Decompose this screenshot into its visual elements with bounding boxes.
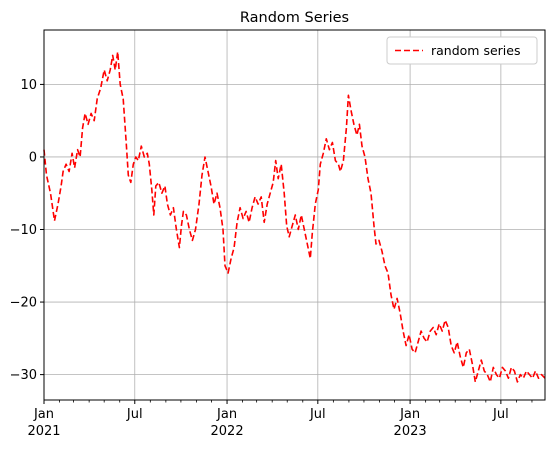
x-tick-label: Jan bbox=[216, 407, 237, 422]
y-tick-label: −10 bbox=[10, 223, 37, 238]
y-axis-ticks: −30 −20 −10 0 10 bbox=[10, 78, 44, 383]
series-line bbox=[43, 50, 546, 383]
legend: random series bbox=[386, 36, 538, 65]
x-tick-year-label: 2021 bbox=[27, 424, 60, 439]
x-tick-year-label: 2023 bbox=[394, 424, 427, 439]
x-tick-year-label: 2022 bbox=[211, 424, 244, 439]
x-axis-ticks: Jan 2021 Jul Jan 2022 Jul Jan 2023 Jul bbox=[27, 400, 533, 439]
legend-box bbox=[386, 36, 538, 65]
y-tick-label: 0 bbox=[29, 150, 37, 165]
x-tick-label: Jan bbox=[33, 407, 54, 422]
y-tick-label: −30 bbox=[10, 368, 37, 383]
series-layer bbox=[43, 50, 546, 383]
x-tick-label: Jul bbox=[309, 407, 326, 422]
y-tick-label: 10 bbox=[20, 78, 37, 93]
x-tick-label: Jul bbox=[492, 407, 509, 422]
plot-frame bbox=[43, 29, 546, 401]
x-tick-label: Jul bbox=[126, 407, 143, 422]
legend-label: random series bbox=[431, 43, 520, 58]
chart-title: Random Series bbox=[240, 10, 349, 26]
y-tick-label: −20 bbox=[10, 296, 37, 311]
x-tick-label: Jan bbox=[399, 407, 420, 422]
